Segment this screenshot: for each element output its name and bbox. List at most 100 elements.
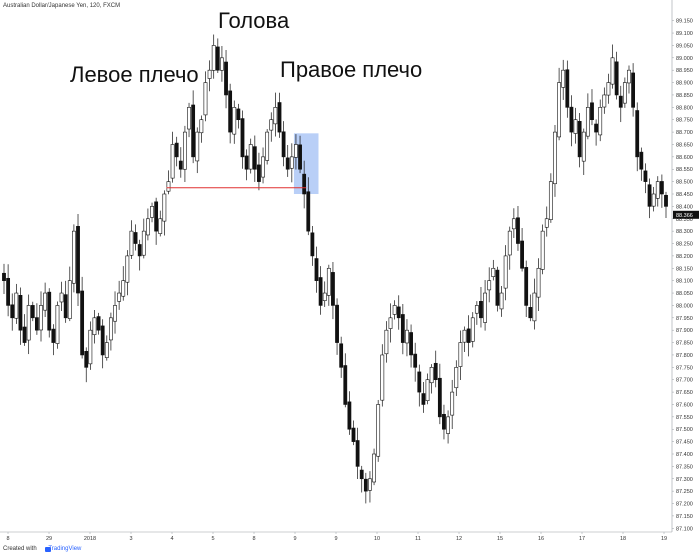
highlight-zone xyxy=(293,133,319,194)
candle-body-bullish xyxy=(462,329,467,343)
candle xyxy=(248,138,253,174)
x-tick-label: 10 xyxy=(374,536,380,542)
candle-body-bearish xyxy=(355,440,360,467)
candle xyxy=(396,295,401,330)
candle-body-bullish xyxy=(146,218,150,236)
candle xyxy=(34,303,39,335)
candle xyxy=(335,298,339,355)
candle-body-bullish xyxy=(232,107,237,135)
candle-body-bearish xyxy=(314,258,319,281)
candle-body-bullish xyxy=(372,453,376,483)
candle-body-bearish xyxy=(240,118,245,158)
y-tick-label: 88.400 xyxy=(676,204,693,210)
y-tick-label: 89.000 xyxy=(676,56,693,62)
candle xyxy=(51,324,56,356)
candle-body-bearish xyxy=(363,478,368,492)
candle xyxy=(581,128,586,175)
candle xyxy=(442,404,446,440)
candle-body-bullish xyxy=(72,230,76,284)
candle-body-bullish xyxy=(88,329,93,365)
candle xyxy=(483,280,487,331)
candle-body-bearish xyxy=(137,244,142,257)
candle xyxy=(113,291,117,334)
candle xyxy=(187,102,191,138)
candle xyxy=(433,350,438,388)
candle-body-bullish xyxy=(474,305,479,314)
current-price-badge xyxy=(673,210,699,219)
candle xyxy=(220,45,224,82)
y-tick-label: 88.500 xyxy=(676,180,693,186)
current-price-label: 88.366 xyxy=(676,213,693,219)
candle xyxy=(536,258,541,311)
candle-body-bullish xyxy=(39,305,43,331)
candle-body-bearish xyxy=(339,343,344,368)
candle-body-bullish xyxy=(405,329,409,344)
candle xyxy=(466,315,471,357)
tradingview-logo-icon xyxy=(45,547,51,552)
candle xyxy=(458,330,463,380)
candle-body-bearish xyxy=(277,102,282,133)
footer-tradingview-link[interactable]: TradingView xyxy=(48,546,82,552)
candle xyxy=(285,145,290,177)
x-tick-label: 29 xyxy=(46,536,52,542)
candle xyxy=(252,135,257,182)
x-tick-label: 2018 xyxy=(84,536,96,542)
candle-body-bearish xyxy=(191,104,196,158)
candle xyxy=(92,309,97,344)
footer-created-with: Created with xyxy=(3,546,37,552)
candle-body-bearish xyxy=(47,291,52,331)
candle-body-bearish xyxy=(590,102,594,121)
candle xyxy=(631,63,636,117)
candle xyxy=(602,87,607,114)
x-tick-label: 18 xyxy=(620,536,626,542)
candle xyxy=(577,112,582,168)
candle-body-bearish xyxy=(421,393,426,405)
candle xyxy=(343,353,348,408)
candle-body-bullish xyxy=(610,57,615,85)
candles-group xyxy=(2,34,668,504)
y-tick-label: 87.300 xyxy=(676,477,693,483)
candle xyxy=(228,83,233,144)
candle xyxy=(265,129,270,165)
x-tick-label: 9 xyxy=(293,536,296,542)
candle-body-bearish xyxy=(647,184,652,207)
candle-body-bearish xyxy=(51,328,56,343)
candle-body-bearish xyxy=(252,146,257,170)
y-tick-label: 88.300 xyxy=(676,229,693,235)
candle xyxy=(43,282,48,317)
candle xyxy=(622,77,627,108)
candle xyxy=(610,44,615,89)
candle-body-bullish xyxy=(248,144,253,170)
candle-body-bearish xyxy=(285,157,290,170)
candle xyxy=(133,224,138,251)
candle-body-bullish xyxy=(548,181,553,220)
candle-body-bearish xyxy=(133,232,138,244)
annotation-left-shoulder: Левое плечо xyxy=(70,62,199,87)
candle xyxy=(2,263,6,295)
candle xyxy=(544,206,549,237)
candle xyxy=(590,89,594,126)
candle xyxy=(384,321,389,363)
y-tick-label: 88.250 xyxy=(676,242,693,248)
candle xyxy=(569,95,574,147)
candle xyxy=(409,324,413,368)
candle-body-bullish xyxy=(380,354,385,401)
candle-body-bearish xyxy=(236,108,241,121)
candle xyxy=(39,291,43,342)
candle-body-bullish xyxy=(187,107,191,130)
candle-body-bearish xyxy=(63,294,68,319)
candle-body-bearish xyxy=(302,173,307,195)
x-tick-label: 9 xyxy=(334,536,337,542)
candle xyxy=(63,280,68,323)
candle-body-bullish xyxy=(117,292,122,302)
candle-body-bullish xyxy=(655,181,660,199)
candle-body-bullish xyxy=(532,292,537,322)
candle xyxy=(507,226,512,270)
y-tick-label: 87.400 xyxy=(676,452,693,458)
candle xyxy=(553,124,557,197)
candle xyxy=(224,49,228,109)
candle xyxy=(72,224,76,293)
candle xyxy=(548,173,553,223)
y-tick-label: 88.450 xyxy=(676,192,693,198)
candle xyxy=(425,373,430,405)
